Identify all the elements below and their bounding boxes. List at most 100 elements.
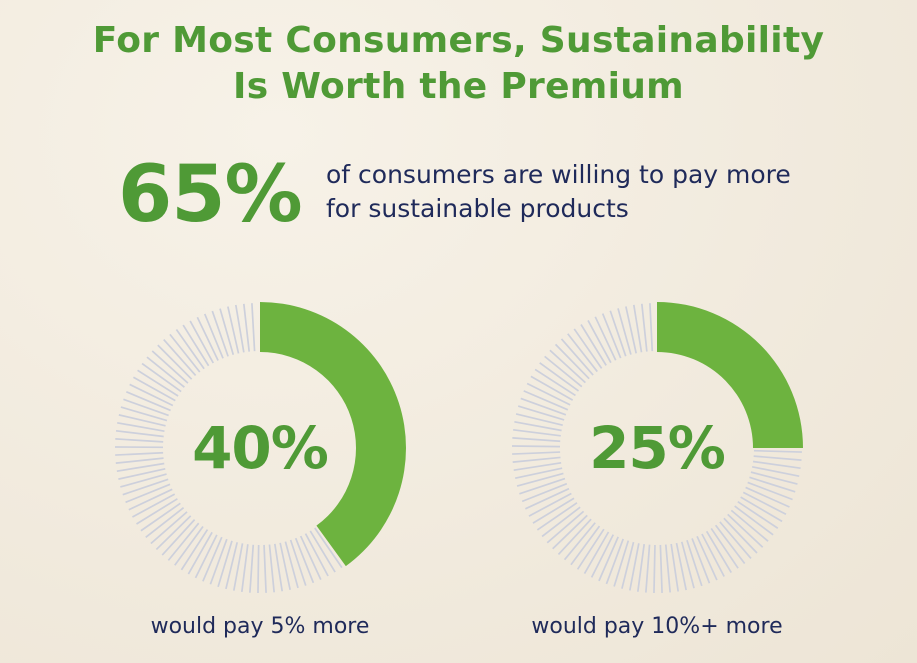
track-stripe (519, 477, 566, 495)
track-stripe (512, 445, 561, 448)
track-stripe (530, 375, 574, 401)
track-stripe (557, 518, 592, 555)
track-stripe (512, 451, 561, 455)
track-stripe (609, 310, 627, 357)
track-stripe (120, 406, 168, 422)
track-stripe (180, 529, 209, 571)
track-stripe (513, 428, 561, 437)
track-stripe (521, 482, 568, 503)
track-stripe (590, 534, 615, 578)
track-stripe (563, 522, 596, 561)
track-stripe (659, 544, 663, 593)
track-stripe (617, 308, 632, 355)
track-stripe (552, 514, 588, 550)
track-stripe (523, 390, 569, 411)
track-stripe (625, 306, 638, 354)
donut-remaining-slice (512, 303, 802, 593)
track-stripe (123, 398, 169, 417)
track-stripe (234, 304, 245, 353)
title-line-1: For Most Consumers, Sustainability (92, 20, 825, 61)
track-stripe (115, 457, 164, 465)
track-stripe (294, 537, 315, 584)
track-stripe (118, 467, 166, 480)
track-stripe (745, 486, 790, 508)
track-stripe (122, 478, 169, 496)
track-stripe (534, 368, 576, 397)
track-stripe (587, 320, 612, 364)
donut-caption-5-percent: would pay 5% more (150, 614, 370, 639)
track-stripe (187, 531, 213, 575)
track-stripe (268, 544, 275, 593)
track-stripe (554, 343, 590, 380)
track-stripe (284, 541, 299, 589)
track-stripe (751, 466, 800, 477)
donut-value-slice (657, 302, 803, 448)
track-stripe (541, 506, 581, 538)
track-stripe (136, 498, 178, 525)
track-stripe (161, 519, 196, 556)
track-stripe (525, 487, 570, 510)
track-stripe (129, 383, 174, 407)
track-stripe (309, 530, 336, 573)
track-stripe (573, 328, 603, 369)
track-stripe (691, 538, 711, 584)
track-stripe (125, 483, 171, 504)
track-stripe (514, 420, 562, 432)
track-stripe (670, 543, 680, 592)
track-stripe (513, 461, 562, 472)
track-stripe (753, 449, 802, 453)
track-stripe (209, 538, 228, 585)
track-stripe (174, 525, 204, 566)
track-stripe (182, 324, 210, 367)
track-stripe (157, 344, 193, 380)
track-stripe (734, 505, 774, 536)
track-stripe (576, 528, 605, 570)
track-stripe (167, 522, 200, 561)
track-stripe (701, 533, 725, 577)
track-stripe (549, 349, 586, 384)
track-stripe (640, 303, 648, 352)
track-stripe (515, 413, 563, 427)
track-stripe (145, 507, 185, 538)
track-stripe (242, 303, 251, 352)
track-stripe (544, 355, 583, 388)
track-stripe (621, 541, 635, 589)
headline-text-line-2: for sustainable products (326, 194, 629, 223)
track-stripe (203, 313, 224, 359)
track-stripe (115, 451, 164, 456)
headline-percentage: 65% (118, 150, 303, 240)
track-stripe (598, 536, 619, 582)
track-stripe (632, 304, 643, 353)
track-stripe (279, 542, 291, 591)
track-stripe (137, 369, 179, 397)
track-stripe (686, 539, 703, 587)
title-line-2: Is Worth the Premium (233, 66, 684, 107)
track-stripe (219, 308, 235, 355)
track-stripe (636, 544, 646, 592)
track-stripe (120, 473, 167, 488)
track-stripe (512, 437, 561, 443)
track-stripe (753, 455, 802, 461)
track-stripe (727, 513, 764, 548)
track-stripe (155, 515, 192, 551)
track-stripe (649, 303, 654, 352)
track-stripe (740, 496, 783, 523)
track-stripe (512, 456, 561, 463)
track-stripe (141, 362, 182, 393)
track-stripe (594, 316, 617, 361)
track-stripe (132, 493, 176, 518)
track-stripe (567, 333, 598, 373)
track-stripe (249, 544, 255, 593)
track-stripe (560, 338, 594, 376)
track-stripe (517, 405, 565, 421)
track-stripe (133, 376, 176, 402)
track-stripe (680, 541, 695, 589)
track-stripe (304, 533, 329, 577)
track-stripe (675, 542, 687, 591)
track-stripe (514, 467, 563, 479)
track-stripe (570, 525, 601, 566)
track-stripe (526, 382, 571, 406)
track-stripe (752, 460, 801, 470)
donut-svg (114, 302, 406, 593)
track-stripe (202, 536, 223, 582)
